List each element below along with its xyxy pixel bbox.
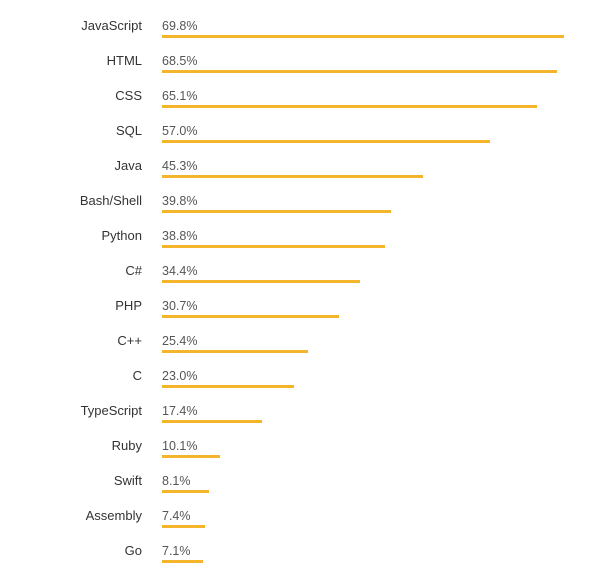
bar [162,560,203,563]
category-label: Assembly [85,508,142,523]
value-label: 65.1% [162,89,198,103]
value-label: 38.8% [162,229,198,243]
value-label: 17.4% [162,404,198,418]
chart-row: C# 34.4% [0,261,599,296]
chart-row: HTML 68.5% [0,51,599,86]
category-label: SQL [115,123,142,138]
value-label: 45.3% [162,159,198,173]
category-label: C++ [117,333,142,348]
bar [162,455,221,458]
chart-row: Go 7.1% [0,541,599,576]
bar [162,210,392,213]
bar [162,525,205,528]
bar [162,35,564,38]
value-label: 57.0% [162,124,198,138]
bar [162,385,295,388]
category-label: Ruby [111,438,142,453]
category-label: JavaScript [81,18,142,33]
value-label: 8.1% [162,474,191,488]
chart-row: Bash/Shell 39.8% [0,191,599,226]
bar [162,350,309,353]
chart-row: PHP 30.7% [0,296,599,331]
chart-row: JavaScript 69.8% [0,16,599,51]
value-label: 10.1% [162,439,198,453]
value-label: 34.4% [162,264,198,278]
chart-row: C++ 25.4% [0,331,599,366]
category-label: C [132,368,142,383]
bar [162,175,423,178]
bar [162,140,491,143]
value-label: 30.7% [162,299,198,313]
bar [162,280,361,283]
category-label: CSS [115,88,142,103]
chart-row: Ruby 10.1% [0,436,599,471]
chart-row: C 23.0% [0,366,599,401]
category-label: Java [114,158,142,173]
chart-row: CSS 65.1% [0,86,599,121]
category-label: C# [125,263,142,278]
category-label: Go [124,543,142,558]
category-label: Bash/Shell [79,193,142,208]
chart-row: TypeScript 17.4% [0,401,599,436]
value-label: 7.1% [162,544,191,558]
value-label: 7.4% [162,509,191,523]
chart-row: Assembly 7.4% [0,506,599,541]
bar [162,105,537,108]
bar [162,490,209,493]
value-label: 25.4% [162,334,198,348]
value-label: 69.8% [162,19,198,33]
category-label: PHP [115,298,142,313]
value-label: 23.0% [162,369,198,383]
bar [162,420,263,423]
chart-row: SQL 57.0% [0,121,599,156]
bar [162,245,386,248]
chart-row: Python 38.8% [0,226,599,261]
chart-row: Java 45.3% [0,156,599,191]
category-label: HTML [106,53,142,68]
category-label: TypeScript [80,403,142,418]
bar [162,70,557,73]
bar [162,315,339,318]
category-label: Python [101,228,142,243]
chart-row: Swift 8.1% [0,471,599,506]
value-label: 39.8% [162,194,198,208]
category-label: Swift [113,473,142,488]
value-label: 68.5% [162,54,198,68]
